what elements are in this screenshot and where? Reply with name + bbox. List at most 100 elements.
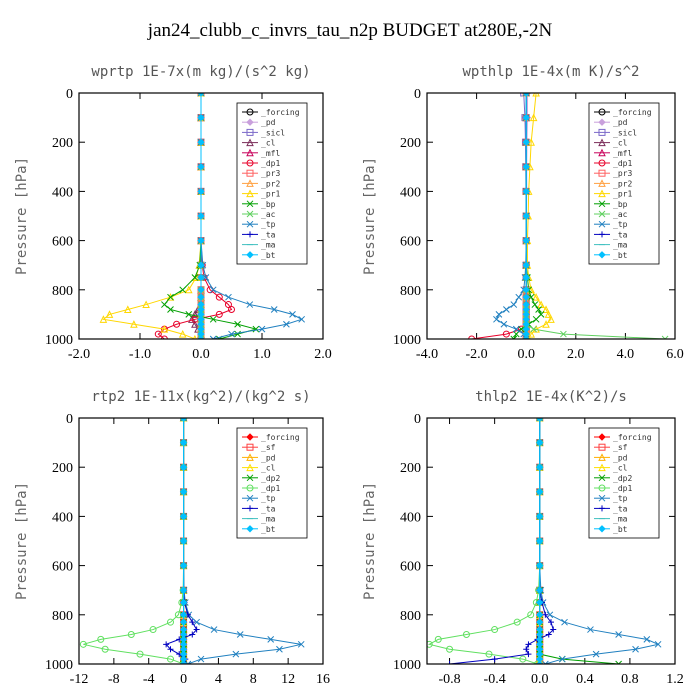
data-point-bp — [179, 286, 187, 294]
data-point-tp — [615, 631, 622, 638]
data-point-bt — [179, 488, 188, 496]
legend-marker — [598, 220, 606, 228]
x-tick-label: -0.4 — [484, 672, 506, 687]
data-point-dp1 — [167, 655, 174, 663]
legend-label: _bt — [261, 251, 276, 260]
legend-label: _bt — [261, 525, 276, 534]
x-tick-label: 0.4 — [576, 672, 594, 687]
legend-label: _bt — [613, 251, 628, 260]
data-point-pr1 — [184, 285, 193, 294]
data-point-tp — [503, 306, 510, 313]
legend-marker — [598, 200, 606, 208]
data-point-tp — [522, 335, 530, 339]
legend-label: _forcing — [261, 433, 300, 442]
legend-marker — [246, 433, 254, 441]
data-point-tp — [246, 301, 254, 308]
data-point-pr1 — [542, 305, 550, 313]
legend-marker — [246, 189, 254, 198]
y-axis-label: Pressure [hPa] — [14, 482, 30, 600]
series-group — [468, 93, 669, 339]
legend-label: _ma — [613, 515, 628, 524]
legend-label: _dp1 — [613, 484, 632, 493]
legend-label: _cl — [613, 139, 628, 148]
legend: _forcing_sf_pd _cl_dp2_dp1_tp_ta _ma_bt — [588, 427, 660, 539]
legend-label: _tp — [613, 494, 628, 503]
x-tick-label: -2.0 — [466, 347, 488, 362]
data-point-tp — [210, 626, 218, 633]
data-point-pr1 — [99, 315, 108, 323]
legend-marker — [598, 159, 606, 167]
legend-label: _dp1 — [613, 159, 632, 168]
x-tick-label: 2.0 — [567, 347, 585, 362]
y-tick-label: 600 — [400, 560, 421, 575]
data-point-ta — [525, 641, 532, 648]
data-point-dp1 — [173, 320, 181, 328]
data-point-bt — [522, 273, 530, 282]
legend-label: _sf — [261, 443, 276, 452]
data-point-bt — [197, 335, 205, 339]
x-tick-label: 4 — [215, 672, 222, 687]
legend-marker — [598, 189, 606, 198]
legend-marker — [598, 148, 606, 157]
data-point-ta — [491, 656, 498, 663]
y-axis-label: Pressure [hPa] — [362, 482, 378, 600]
x-tick-label: 0 — [180, 672, 187, 687]
legend-box — [588, 427, 660, 539]
data-point-bt — [522, 113, 530, 122]
data-point-dp1 — [136, 650, 144, 658]
data-point-bt — [522, 261, 530, 269]
data-point-bt — [522, 286, 530, 294]
legend-marker — [598, 118, 606, 126]
y-tick-label: 1000 — [45, 333, 73, 348]
data-point-tp — [500, 320, 508, 328]
legend-marker — [247, 231, 253, 238]
legend-label: _tp — [261, 220, 276, 229]
y-tick-label: 800 — [400, 284, 421, 299]
x-tick-label: -12 — [70, 672, 89, 687]
series-line-dp1 — [471, 93, 527, 339]
data-point-tp — [228, 330, 235, 338]
data-point-tp — [258, 325, 266, 333]
panel-4: thlp2 1E-4x(K^2)/s Pressure [hPa] 0 200 400 6… — [362, 389, 684, 687]
y-tick-label: 1000 — [393, 333, 421, 348]
data-point-ta — [545, 631, 552, 638]
legend-label: _bp — [613, 200, 628, 209]
legend-marker — [246, 474, 254, 482]
data-point-dp1 — [468, 335, 476, 339]
data-point-bt — [179, 611, 188, 619]
y-tick-label: 800 — [52, 284, 73, 299]
data-point-bp — [161, 301, 168, 308]
data-point-dp1 — [215, 293, 223, 301]
data-point-dp1 — [446, 645, 454, 653]
data-point-tp — [510, 301, 518, 308]
legend-marker — [246, 484, 254, 492]
y-tick-label: 200 — [52, 136, 73, 151]
data-point-bt — [179, 438, 188, 447]
data-point-pr1 — [130, 320, 138, 328]
x-tick-label: 0.0 — [531, 672, 549, 687]
legend-marker — [246, 118, 254, 126]
legend-marker — [246, 138, 254, 147]
y-tick-label: 600 — [400, 235, 421, 250]
data-point-ta — [193, 626, 200, 633]
data-point-tp — [643, 636, 651, 643]
y-axis-label: Pressure [hPa] — [14, 157, 30, 275]
legend-marker — [598, 494, 606, 502]
data-point-ta — [163, 641, 170, 648]
legend-label: _pr2 — [261, 179, 280, 188]
series-line-dp1 — [83, 418, 185, 664]
data-point-bt — [536, 598, 544, 607]
data-point-bt — [179, 618, 188, 626]
data-point-ta — [548, 619, 554, 626]
data-point-bt — [522, 335, 530, 339]
x-tick-label: 0.0 — [192, 347, 210, 362]
data-point-pr1 — [105, 310, 114, 318]
data-point-tp — [283, 320, 290, 328]
data-point-dp1 — [462, 630, 470, 638]
y-tick-label: 800 — [400, 609, 421, 624]
legend-marker — [247, 505, 253, 512]
legend-marker — [246, 128, 254, 136]
data-point-bt — [536, 463, 544, 471]
data-point-dp1 — [97, 635, 105, 643]
data-point-ta — [525, 651, 532, 658]
